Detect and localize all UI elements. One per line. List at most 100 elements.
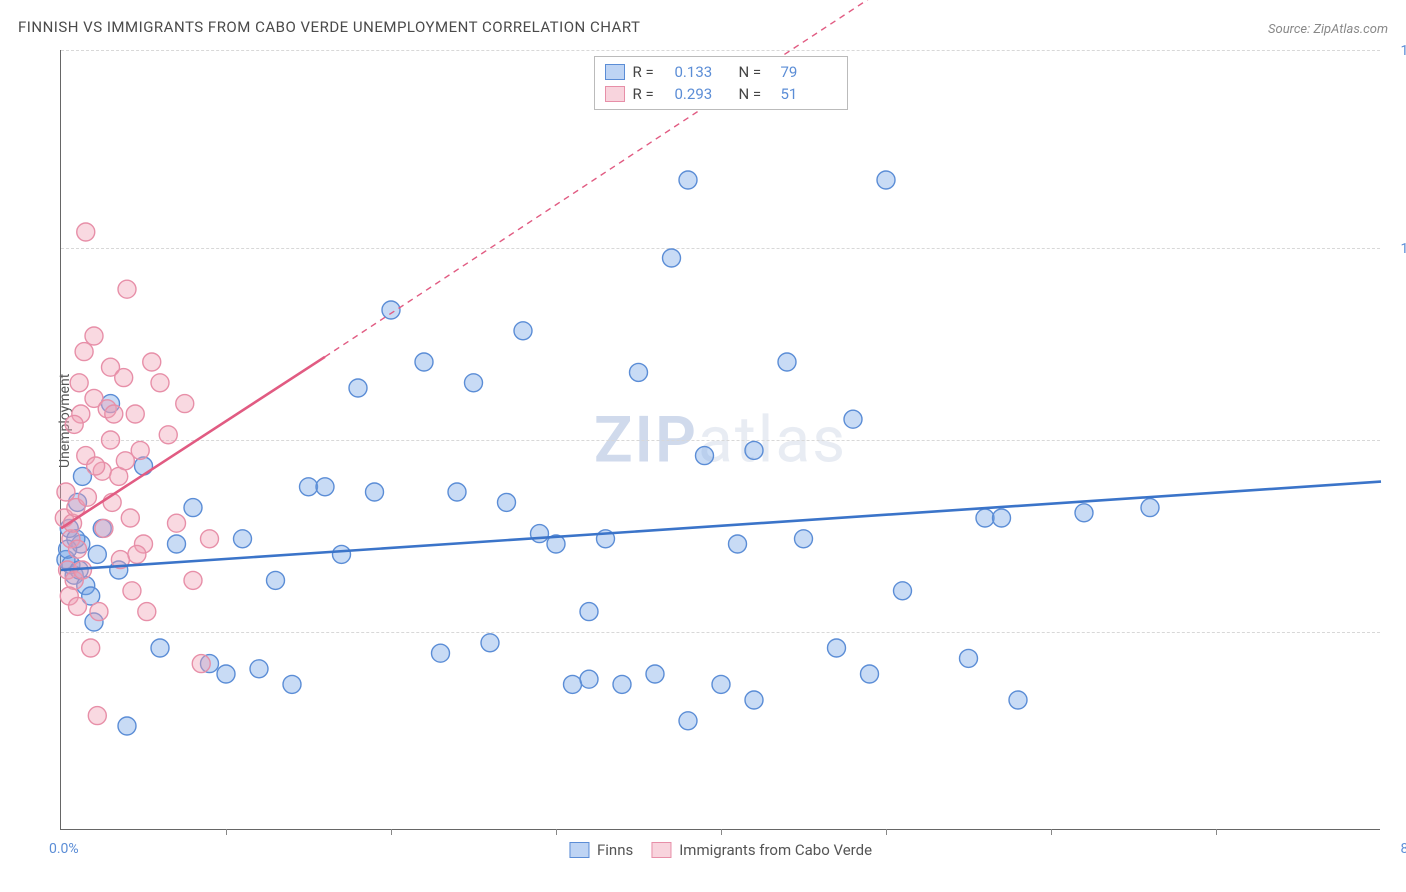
scatter-point [679,171,697,189]
scatter-point [300,478,318,496]
plot-svg [61,50,1380,829]
scatter-point [90,603,108,621]
legend-label-2: Immigrants from Cabo Verde [679,841,872,859]
scatter-point [382,301,400,319]
scatter-point [151,374,169,392]
scatter-point [976,509,994,527]
scatter-point [795,530,813,548]
scatter-point [78,488,96,506]
legend-item-1: Finns [569,841,633,859]
source-label: Source: [1268,22,1310,37]
scatter-point [88,707,106,725]
scatter-point [828,639,846,657]
n-label: N = [739,63,773,81]
scatter-point [126,405,144,423]
scatter-point [135,457,153,475]
scatter-point [712,675,730,693]
scatter-point [877,171,895,189]
scatter-point [465,374,483,392]
scatter-point [234,530,252,548]
scatter-point [168,535,186,553]
scatter-point [745,441,763,459]
source-attribution: Source: ZipAtlas.com [1268,22,1388,37]
scatter-point [1009,691,1027,709]
scatter-point [745,691,763,709]
scatter-point [77,223,95,241]
scatter-point [128,545,146,563]
r-label: R = [633,85,667,103]
scatter-point [87,457,105,475]
scatter-point [184,499,202,517]
scatter-point [894,582,912,600]
scatter-point [116,452,134,470]
scatter-point [283,675,301,693]
x-tick [886,829,887,835]
scatter-point [580,670,598,688]
scatter-point [88,545,106,563]
source-name: ZipAtlas.com [1313,22,1388,37]
scatter-point [143,353,161,371]
scatter-point [630,363,648,381]
scatter-point [69,597,87,615]
plot-area: ZIPatlas 3.8%7.5%11.2%15.0% R = 0.133 N … [60,50,1380,830]
scatter-point [201,530,219,548]
scatter-point [65,415,83,433]
scatter-point [993,509,1011,527]
scatter-point [333,545,351,563]
scatter-point [95,519,113,537]
legend-item-2: Immigrants from Cabo Verde [651,841,872,859]
scatter-point [118,717,136,735]
scatter-point [85,327,103,345]
n-value-1: 79 [781,63,837,81]
scatter-point [729,535,747,553]
scatter-point [250,660,268,678]
legend-row-series2: R = 0.293 N = 51 [605,83,837,105]
scatter-point [1075,504,1093,522]
scatter-point [514,322,532,340]
r-label: R = [633,63,667,81]
scatter-point [70,374,88,392]
x-tick [1216,829,1217,835]
scatter-point [217,665,235,683]
scatter-point [316,478,334,496]
chart-title: FINNISH VS IMMIGRANTS FROM CABO VERDE UN… [18,18,640,36]
scatter-point [123,582,141,600]
scatter-points-group [55,171,1159,735]
scatter-point [646,665,664,683]
r-value-1: 0.133 [675,63,731,81]
x-axis-start-label: 0.0% [49,841,79,857]
scatter-point [184,571,202,589]
x-tick [391,829,392,835]
swatch-blue-icon [605,64,625,80]
scatter-point [448,483,466,501]
scatter-point [564,675,582,693]
x-tick [721,829,722,835]
n-value-2: 51 [781,85,837,103]
trend-line-dashed [325,0,886,357]
legend-series-box: Finns Immigrants from Cabo Verde [569,841,872,859]
scatter-point [432,644,450,662]
swatch-blue-icon [569,842,589,858]
legend-label-1: Finns [597,841,633,859]
scatter-point [481,634,499,652]
x-tick [1051,829,1052,835]
scatter-point [138,603,156,621]
scatter-point [118,280,136,298]
scatter-point [349,379,367,397]
scatter-point [498,493,516,511]
scatter-point [1141,499,1159,517]
scatter-point [663,249,681,267]
scatter-point [57,483,75,501]
r-value-2: 0.293 [675,85,731,103]
n-label: N = [739,85,773,103]
scatter-point [366,483,384,501]
legend-correlation-box: R = 0.133 N = 79 R = 0.293 N = 51 [594,56,848,110]
scatter-point [75,343,93,361]
y-tick-label: 11.2% [1400,241,1406,257]
scatter-point [151,639,169,657]
scatter-point [168,514,186,532]
scatter-point [102,431,120,449]
scatter-point [105,405,123,423]
scatter-point [580,603,598,621]
scatter-point [778,353,796,371]
